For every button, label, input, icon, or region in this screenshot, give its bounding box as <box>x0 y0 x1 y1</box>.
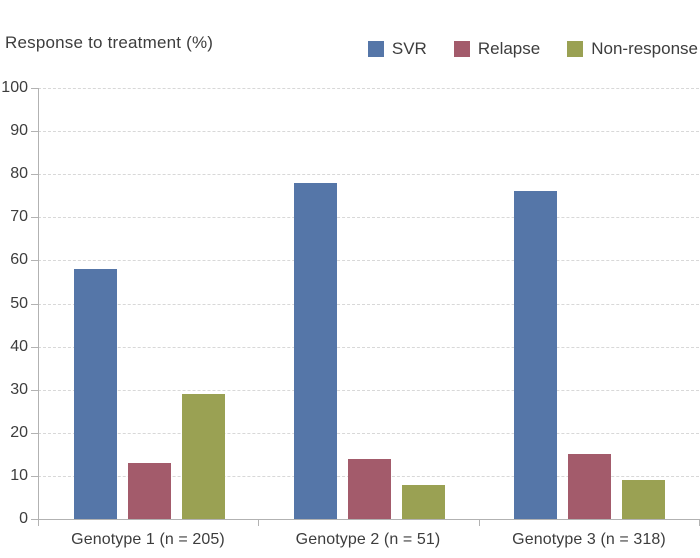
x-axis-label-genotype-1: Genotype 1 (n = 205) <box>71 531 225 548</box>
x-axis-label-genotype-2: Genotype 2 (n = 51) <box>295 531 441 548</box>
gridline-40 <box>38 347 699 348</box>
y-axis-label-20: 20 <box>10 424 28 441</box>
y-axis-label-10: 10 <box>10 467 28 484</box>
bar-relapse-group-1 <box>127 463 171 519</box>
y-tick-80 <box>31 174 38 175</box>
y-axis-label-90: 90 <box>10 122 28 139</box>
y-tick-0 <box>31 519 38 520</box>
bar-group-1 <box>39 88 259 519</box>
y-axis-label-100: 100 <box>1 79 28 96</box>
y-axis-label-50: 50 <box>10 295 28 312</box>
y-axis-label-40: 40 <box>10 338 28 355</box>
gridline-30 <box>38 390 699 391</box>
y-axis-label-30: 30 <box>10 381 28 398</box>
bar-svr-group-2 <box>293 183 337 519</box>
legend-swatch-non-response <box>567 41 584 57</box>
y-axis-label-70: 70 <box>10 208 28 225</box>
bar-non-response-group-3 <box>622 480 666 519</box>
legend-label-svr: SVR <box>391 39 427 58</box>
gridline-70 <box>38 217 699 218</box>
chart-title: Response to treatment (%) <box>5 33 214 52</box>
legend-swatch-svr <box>367 41 384 57</box>
bar-group-3 <box>480 88 700 519</box>
bar-svr-group-3 <box>514 191 558 519</box>
legend-item-relapse: Relapse <box>453 39 541 59</box>
bar-groups <box>39 88 700 519</box>
gridline-20 <box>38 433 699 434</box>
x-tick-boundary-2 <box>479 519 480 526</box>
legend-item-non-response: Non-response <box>567 39 698 59</box>
y-tick-20 <box>31 433 38 434</box>
bar-non-response-group-1 <box>181 394 225 519</box>
bar-relapse-group-3 <box>568 454 612 519</box>
y-tick-30 <box>31 390 38 391</box>
y-axis-line <box>38 88 39 526</box>
legend: SVR Relapse Non-response <box>341 39 698 59</box>
bar-svr-group-1 <box>73 269 117 519</box>
gridline-60 <box>38 260 699 261</box>
y-axis-label-0: 0 <box>19 510 28 527</box>
gridline-90 <box>38 131 699 132</box>
bar-relapse-group-2 <box>347 459 391 519</box>
y-tick-100 <box>31 88 38 89</box>
gridline-80 <box>38 174 699 175</box>
y-tick-50 <box>31 304 38 305</box>
x-axis-line <box>38 519 700 520</box>
y-tick-40 <box>31 347 38 348</box>
legend-label-relapse: Relapse <box>477 39 541 58</box>
y-tick-60 <box>31 260 38 261</box>
bar-non-response-group-2 <box>401 485 445 519</box>
y-tick-70 <box>31 217 38 218</box>
legend-swatch-relapse <box>453 41 470 57</box>
legend-label-non-response: Non-response <box>591 39 698 58</box>
y-tick-10 <box>31 476 38 477</box>
bar-group-2 <box>259 88 479 519</box>
legend-item-svr: SVR <box>367 39 427 59</box>
y-tick-90 <box>31 131 38 132</box>
x-axis-label-genotype-3: Genotype 3 (n = 318) <box>512 531 666 548</box>
y-axis-label-60: 60 <box>10 251 28 268</box>
gridline-100 <box>38 88 699 89</box>
x-tick-boundary-1 <box>258 519 259 526</box>
gridline-50 <box>38 304 699 305</box>
y-axis-label-80: 80 <box>10 165 28 182</box>
